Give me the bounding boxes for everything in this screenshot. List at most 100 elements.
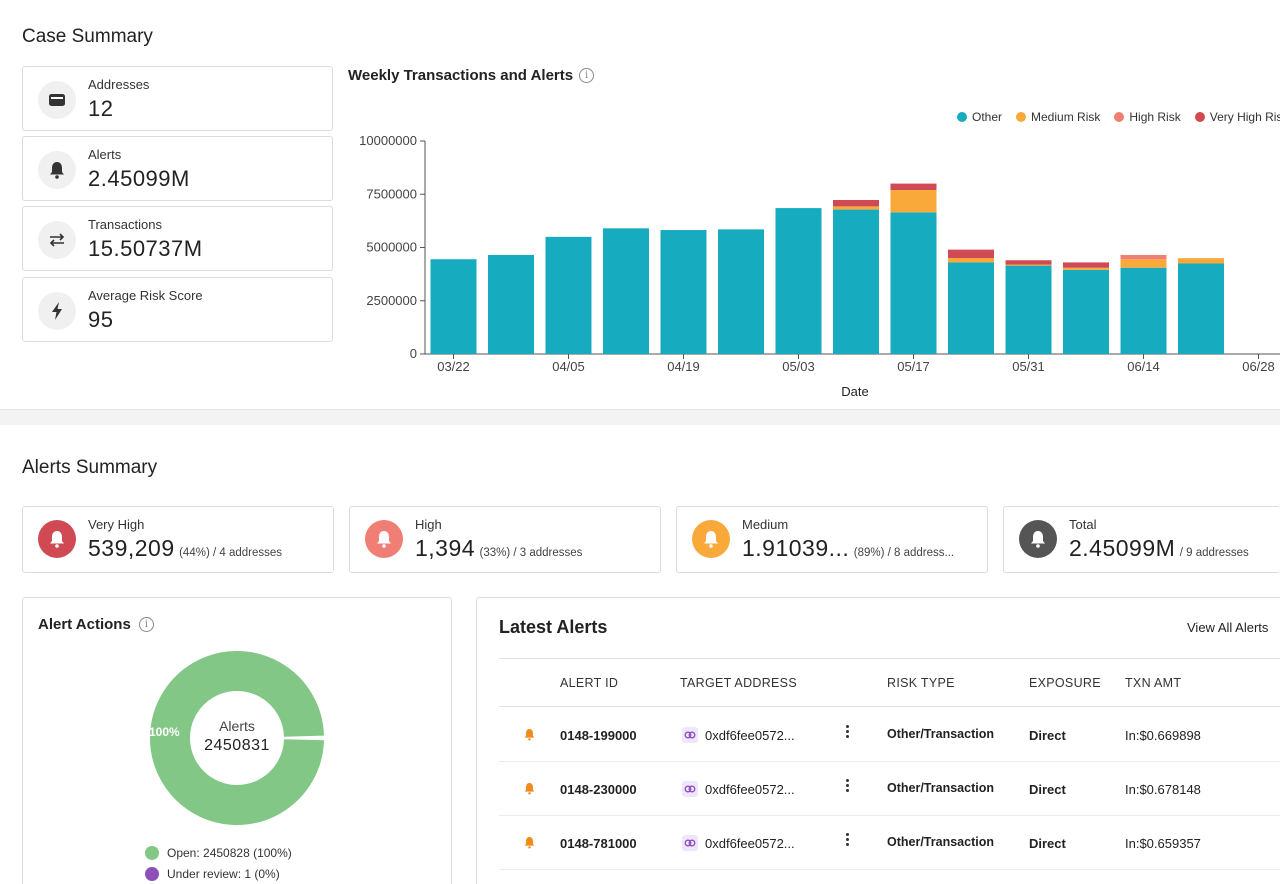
x-tick-label: 03/22 bbox=[437, 359, 470, 374]
legend-item-high-risk[interactable]: High Risk bbox=[1114, 110, 1181, 124]
alert-actions-title: Alert Actions i bbox=[38, 616, 154, 633]
bar-segment-other bbox=[660, 230, 707, 354]
bell-icon bbox=[38, 151, 76, 189]
legend-item-very-high-risk[interactable]: Very High Risk bbox=[1194, 110, 1280, 124]
alert-actions-panel: Alert Actions i bbox=[22, 597, 452, 884]
addresses-card[interactable]: Addresses 12 bbox=[22, 66, 333, 131]
link-icon bbox=[682, 835, 698, 851]
risk-score-card[interactable]: Average Risk Score 95 bbox=[22, 277, 333, 342]
y-tick-label: 2500000 bbox=[366, 293, 417, 308]
alert-card-total[interactable]: Total 2.45099M / 9 addresses bbox=[1003, 506, 1280, 573]
alerts-table-header: ALERT ID TARGET ADDRESS RISK TYPE EXPOSU… bbox=[499, 658, 1280, 707]
column-header-exposure[interactable]: EXPOSURE bbox=[1029, 676, 1101, 690]
case-summary-title: Case Summary bbox=[22, 26, 153, 47]
alert-card-high[interactable]: High 1,394 (33%) / 3 addresses bbox=[349, 506, 661, 573]
risk-score-value: 95 bbox=[88, 307, 114, 332]
target-address[interactable]: 0xdf6fee0572... bbox=[705, 836, 795, 851]
alerts-label: Alerts bbox=[88, 147, 122, 162]
target-address[interactable]: 0xdf6fee0572... bbox=[705, 782, 795, 797]
info-icon[interactable]: i bbox=[579, 68, 595, 83]
bar-segment-other bbox=[430, 259, 477, 354]
column-header-alert-id[interactable]: ALERT ID bbox=[560, 676, 619, 690]
bar-segment-other bbox=[890, 212, 937, 354]
legend-item-medium-risk[interactable]: Medium Risk bbox=[1016, 110, 1100, 124]
alert-card-value: 1,394 bbox=[415, 535, 476, 561]
alerts-card[interactable]: Alerts 2.45099M bbox=[22, 136, 333, 201]
bar-segment-other bbox=[1005, 265, 1052, 354]
donut-center-value: 2450831 bbox=[204, 737, 270, 754]
target-address[interactable]: 0xdf6fee0572... bbox=[705, 728, 795, 743]
alert-id[interactable]: 0148-781000 bbox=[560, 836, 637, 851]
alert-card-label: High bbox=[415, 517, 442, 532]
x-tick-label: 06/28 bbox=[1242, 359, 1275, 374]
bar-segment-medium-risk bbox=[833, 206, 879, 210]
alert-id[interactable]: 0148-230000 bbox=[560, 782, 637, 797]
info-icon[interactable]: i bbox=[138, 617, 154, 632]
alert-card-medium[interactable]: Medium 1.91039... (89%) / 8 address... bbox=[676, 506, 988, 573]
alert-bell-icon bbox=[524, 728, 535, 746]
alert-card-very-high[interactable]: Very High 539,209 (44%) / 4 addresses bbox=[22, 506, 334, 573]
legend-dot-very-high-risk bbox=[1194, 112, 1205, 122]
x-tick-label: 05/31 bbox=[1012, 359, 1045, 374]
alert-card-line: 539,209 (44%) / 4 addresses bbox=[88, 535, 282, 562]
donut-legend-open[interactable]: Open: 2450828 (100%) bbox=[145, 846, 292, 860]
more-options-icon[interactable] bbox=[842, 833, 852, 846]
more-options-icon[interactable] bbox=[842, 779, 852, 792]
alert-card-line: 1,394 (33%) / 3 addresses bbox=[415, 535, 582, 562]
transactions-label: Transactions bbox=[88, 217, 162, 232]
bar-segment-other bbox=[603, 228, 649, 354]
x-tick-label: 06/14 bbox=[1127, 359, 1160, 374]
bell-icon bbox=[692, 520, 730, 558]
legend-label-high-risk: High Risk bbox=[1129, 110, 1181, 124]
donut-legend-open-text: Open: 2450828 (100%) bbox=[167, 846, 292, 860]
bar-segment-very-high-risk bbox=[1063, 262, 1109, 268]
x-tick-label: 05/17 bbox=[897, 359, 930, 374]
donut-slice-open[interactable] bbox=[150, 651, 324, 825]
bar-segment-medium-risk bbox=[1005, 264, 1052, 266]
donut-legend-under-review[interactable]: Under review: 1 (0%) bbox=[145, 867, 280, 881]
bar-segment-medium-risk bbox=[1178, 258, 1224, 264]
alert-bell-icon bbox=[524, 782, 535, 800]
x-axis-title: Date bbox=[841, 384, 868, 399]
donut-legend-review-text: Under review: 1 (0%) bbox=[167, 867, 280, 881]
bar-segment-other bbox=[718, 229, 764, 354]
latest-alerts-panel bbox=[476, 597, 1280, 884]
legend-dot-high-risk bbox=[1114, 112, 1125, 122]
table-row[interactable]: 0148-781000 0xdf6fee0572... Other/Transa… bbox=[499, 816, 1280, 870]
exposure: Direct bbox=[1029, 782, 1066, 797]
legend-item-other[interactable]: Other bbox=[957, 110, 1002, 124]
transactions-card[interactable]: Transactions 15.50737M bbox=[22, 206, 333, 271]
bar-segment-very-high-risk bbox=[948, 249, 994, 259]
view-all-alerts-link[interactable]: View All Alerts bbox=[1187, 620, 1269, 635]
donut-center-label: Alerts bbox=[219, 718, 255, 734]
bar-segment-other bbox=[833, 209, 879, 354]
alert-card-detail: / 9 addresses bbox=[1179, 547, 1249, 559]
column-header-risk-type[interactable]: RISK TYPE bbox=[887, 676, 955, 690]
addresses-value: 12 bbox=[88, 96, 114, 121]
alert-card-value: 2.45099M bbox=[1069, 535, 1176, 561]
transactions-value: 15.50737M bbox=[88, 236, 203, 261]
exposure: Direct bbox=[1029, 728, 1066, 743]
legend-dot-medium-risk bbox=[1016, 112, 1027, 122]
chart-title-text: Weekly Transactions and Alerts bbox=[348, 67, 574, 84]
bar-segment-medium-risk bbox=[1120, 259, 1167, 268]
column-header-txn-amt[interactable]: TXN AMT bbox=[1125, 676, 1182, 690]
link-icon bbox=[682, 781, 698, 797]
more-options-icon[interactable] bbox=[842, 725, 852, 738]
risk-type: Other/Transaction bbox=[887, 781, 994, 795]
column-header-target-address[interactable]: TARGET ADDRESS bbox=[680, 676, 797, 690]
bell-icon bbox=[38, 520, 76, 558]
bar-segment-very-high-risk bbox=[833, 200, 879, 207]
bar-segment-medium-risk bbox=[1063, 267, 1109, 270]
alert-card-line: 2.45099M / 9 addresses bbox=[1069, 535, 1249, 562]
alert-card-value: 539,209 bbox=[88, 535, 175, 561]
alert-card-detail: (89%) / 8 address... bbox=[853, 547, 955, 559]
alert-id[interactable]: 0148-199000 bbox=[560, 728, 637, 743]
table-row[interactable]: 0148-230000 0xdf6fee0572... Other/Transa… bbox=[499, 762, 1280, 816]
alert-actions-donut[interactable] bbox=[142, 643, 332, 833]
table-row[interactable]: 0148-199000 0xdf6fee0572... Other/Transa… bbox=[499, 708, 1280, 762]
latest-alerts-title: Latest Alerts bbox=[499, 617, 608, 637]
bar-segment-high-risk bbox=[1120, 254, 1167, 260]
transfer-arrows-icon bbox=[38, 221, 76, 259]
alert-card-line: 1.91039... (89%) / 8 address... bbox=[742, 535, 954, 562]
